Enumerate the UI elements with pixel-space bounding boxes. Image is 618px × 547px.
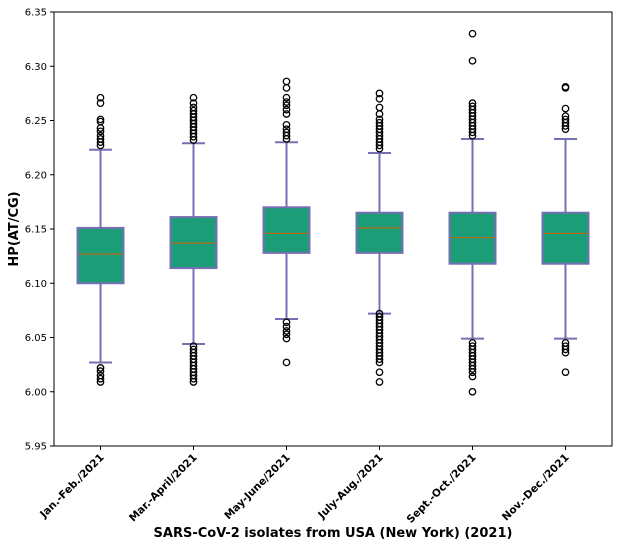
outlier-point (189, 99, 198, 107)
outlier-point (375, 103, 384, 112)
x-tick-label: Mar.-April/2021 (127, 452, 200, 525)
y-tick-label: 6.30 (25, 62, 47, 73)
outlier-point (189, 106, 198, 115)
box-group (262, 141, 311, 321)
y-tick-label: 6.10 (25, 279, 47, 290)
outlier-point (468, 342, 477, 351)
outlier-point (96, 115, 105, 124)
outlier-point (189, 342, 198, 351)
y-tick-label: 6.05 (25, 333, 47, 344)
y-tick-label: 6.35 (25, 8, 47, 19)
outlier-point (96, 131, 105, 140)
y-tick-label: 6.00 (25, 387, 47, 398)
x-axis-label: SARS-CoV-2 isolates from USA (New York) … (154, 526, 513, 541)
x-tick-label: Sept.-Oct./2021 (405, 452, 479, 526)
outlier-point (468, 29, 477, 38)
outlier-point (96, 135, 105, 143)
outlier-point (282, 125, 291, 134)
x-tick-label: May-June/2021 (222, 452, 292, 522)
box-group (448, 137, 497, 340)
outlier-point (96, 374, 105, 383)
outlier-point (189, 103, 198, 112)
outlier-point (561, 342, 570, 351)
box-iqr (355, 211, 404, 254)
outlier-point (96, 364, 105, 372)
outlier-point (375, 313, 384, 321)
x-tick-label: Jan.-Feb./2021 (37, 452, 106, 521)
outlier-point (282, 84, 291, 92)
outliers-layer (96, 29, 570, 396)
outlier-point (561, 83, 570, 91)
outlier-point (282, 322, 291, 331)
outlier-point (468, 102, 477, 111)
outlier-point (282, 105, 291, 114)
x-tick-label: Nov.-Dec./2021 (500, 452, 572, 524)
y-tick-label: 6.25 (25, 116, 47, 127)
outlier-point (375, 309, 384, 318)
outlier-point (96, 371, 105, 380)
outlier-point (282, 358, 291, 367)
x-tick-label: July-Aug./2021 (315, 452, 385, 522)
outlier-point (468, 339, 477, 347)
outlier-point (189, 93, 198, 102)
outlier-point (468, 99, 477, 107)
outlier-point (375, 89, 384, 98)
outlier-point (561, 104, 570, 113)
boxes-layer (76, 137, 590, 364)
outlier-point (282, 110, 291, 118)
outlier-point (96, 93, 105, 102)
box-group (541, 137, 590, 340)
outlier-point (96, 99, 105, 107)
y-tick-label: 5.95 (25, 442, 47, 453)
outlier-point (375, 94, 384, 103)
outlier-point (468, 387, 477, 396)
outlier-point (282, 93, 291, 102)
plot-frame (53, 11, 613, 447)
box-group (169, 142, 218, 346)
box-group (355, 152, 404, 315)
plot-area (53, 11, 613, 447)
outlier-point (282, 120, 291, 129)
outlier-point (468, 372, 477, 381)
box-iqr (169, 216, 218, 270)
box-iqr (541, 211, 590, 265)
outlier-point (282, 318, 291, 327)
outlier-point (561, 339, 570, 347)
outlier-point (282, 77, 291, 86)
box-group (76, 148, 125, 364)
outlier-point (282, 128, 291, 137)
y-tick-label: 6.15 (25, 225, 47, 236)
outlier-point (189, 345, 198, 354)
outlier-point (96, 367, 105, 375)
outlier-point (468, 56, 477, 65)
box-iqr (262, 206, 311, 254)
outlier-point (561, 115, 570, 124)
outlier-point (282, 327, 291, 335)
box-iqr (448, 211, 497, 265)
outlier-point (282, 330, 291, 339)
box-iqr (76, 226, 125, 285)
outlier-point (282, 98, 291, 106)
outlier-point (282, 334, 291, 343)
y-axis: 5.95 6.00 6.05 6.10 6.15 6.20 6.25 6.30 6.35 (25, 8, 54, 453)
outlier-point (561, 112, 570, 121)
x-axis: Jan.-Feb./2021 Mar.-April/2021 May-June/20… (37, 446, 572, 526)
outlier-point (96, 117, 105, 126)
outlier-point (96, 127, 105, 136)
y-axis-label: HP(AT/CG) (7, 191, 22, 266)
outlier-point (561, 368, 570, 377)
outlier-point (282, 101, 291, 110)
outlier-point (375, 368, 384, 377)
outlier-point (375, 118, 384, 127)
y-tick-label: 6.20 (25, 170, 47, 181)
outlier-point (375, 115, 384, 124)
outlier-point (375, 378, 384, 386)
